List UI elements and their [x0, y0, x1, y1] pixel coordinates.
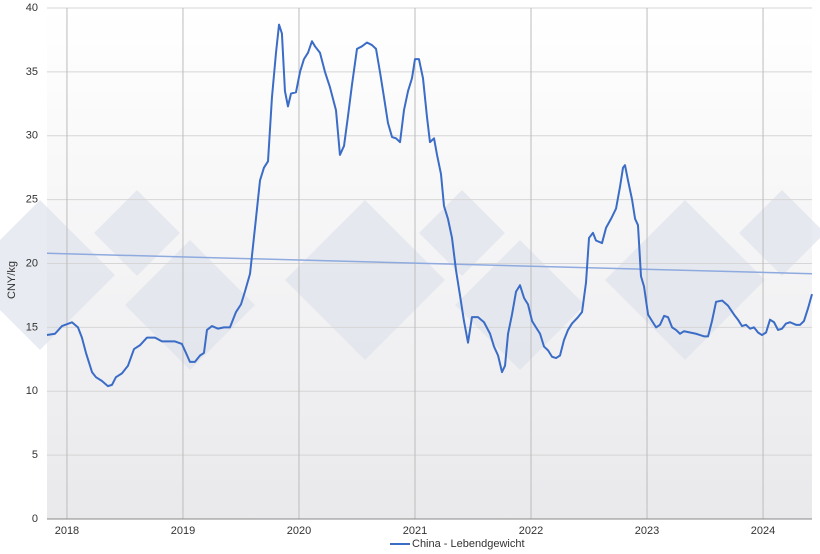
x-tick-label: 2022	[519, 525, 543, 537]
series-line	[46, 23, 813, 388]
y-tick-label: 25	[26, 194, 38, 206]
x-tick-label: 2018	[55, 525, 79, 537]
y-tick-label: 30	[26, 130, 38, 142]
y-tick-label: 35	[26, 66, 38, 78]
y-axis-label: CNY/kg	[6, 261, 18, 299]
y-tick-label: 10	[26, 385, 38, 397]
x-tick-label: 2019	[171, 525, 195, 537]
y-tick-label: 20	[26, 257, 38, 269]
x-tick-label: 2020	[287, 525, 311, 537]
y-tick-label: 40	[26, 2, 38, 14]
x-tick-label: 2023	[635, 525, 659, 537]
trend-line	[46, 252, 813, 275]
legend-label: China - Lebendgewicht	[412, 538, 525, 550]
y-tick-label: 15	[26, 321, 38, 333]
x-tick-label: 2024	[751, 525, 775, 537]
x-tick-label: 2021	[403, 525, 427, 537]
y-tick-label: 0	[32, 513, 38, 525]
y-tick-label: 5	[32, 449, 38, 461]
